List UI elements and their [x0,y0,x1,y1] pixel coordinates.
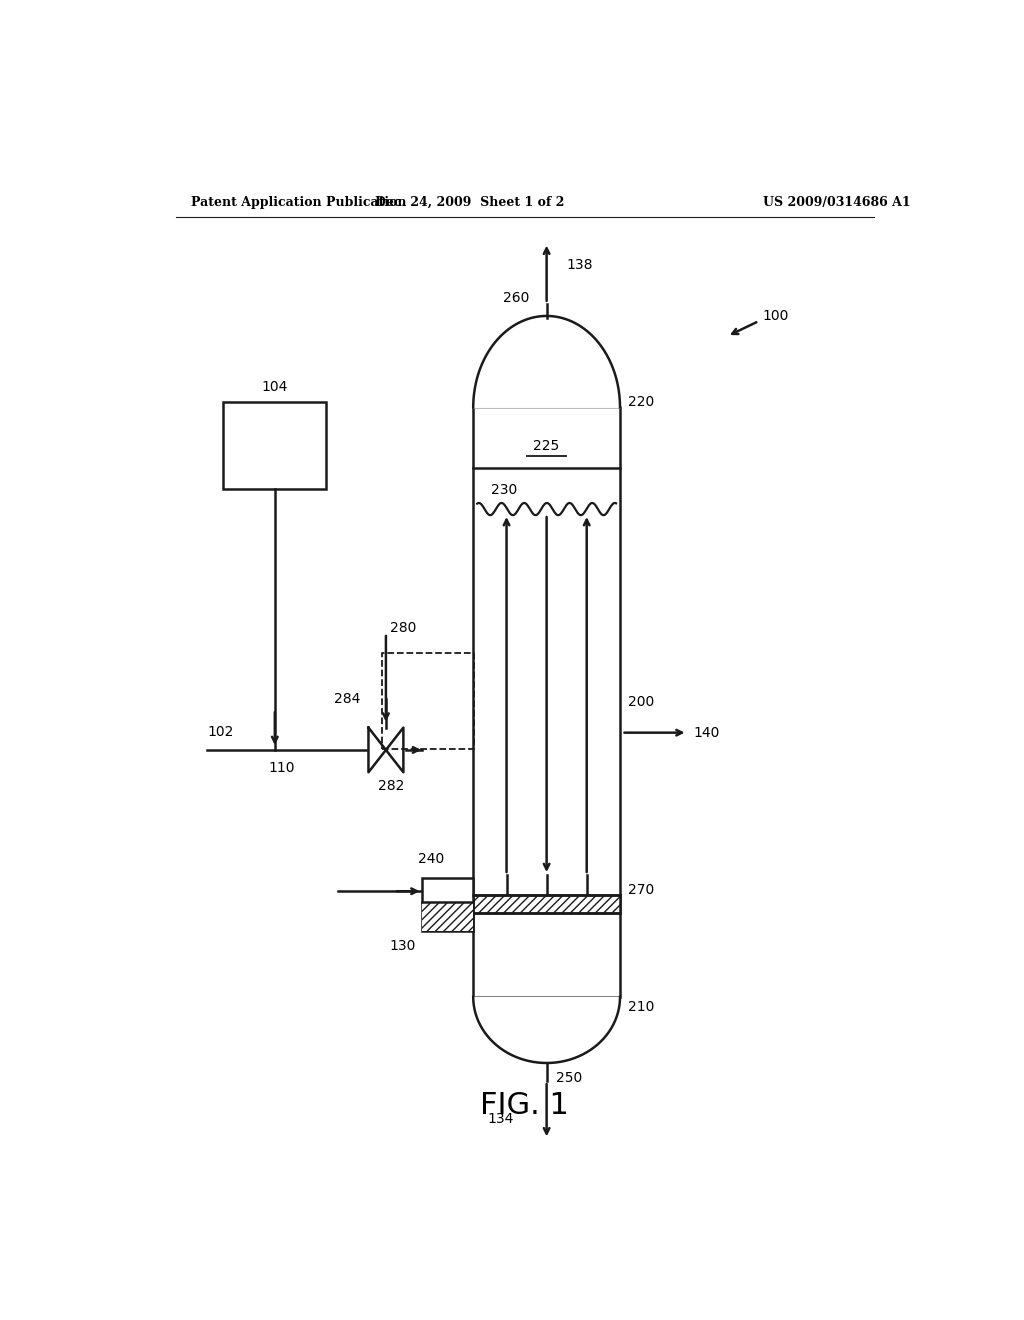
Text: 110: 110 [268,762,295,775]
Bar [422,902,473,931]
Text: 100: 100 [763,309,790,323]
Text: 138: 138 [566,259,593,272]
Text: 104: 104 [261,380,288,395]
Text: Dec. 24, 2009  Sheet 1 of 2: Dec. 24, 2009 Sheet 1 of 2 [375,195,564,209]
Bar [473,895,621,912]
Text: 260: 260 [503,290,529,305]
Text: 102: 102 [207,725,233,739]
Text: 134: 134 [487,1111,513,1126]
Text: Patent Application Publication: Patent Application Publication [191,195,407,209]
Text: 230: 230 [490,483,517,496]
Bar [422,878,473,931]
Text: 225: 225 [534,440,560,453]
Text: FIG. 1: FIG. 1 [480,1092,569,1121]
Text: 220: 220 [628,395,654,409]
Text: 140: 140 [693,726,720,739]
Text: 270: 270 [628,883,654,898]
Text: 282: 282 [378,779,404,792]
Bar [473,408,621,997]
Text: 240: 240 [418,851,444,866]
Text: 250: 250 [556,1072,583,1085]
Text: 280: 280 [390,620,417,635]
Text: 210: 210 [628,1001,654,1014]
Bar [223,403,327,488]
Text: US 2009/0314686 A1: US 2009/0314686 A1 [763,195,910,209]
Text: 200: 200 [628,696,654,709]
Text: 130: 130 [390,939,417,953]
Text: 284: 284 [334,692,360,706]
